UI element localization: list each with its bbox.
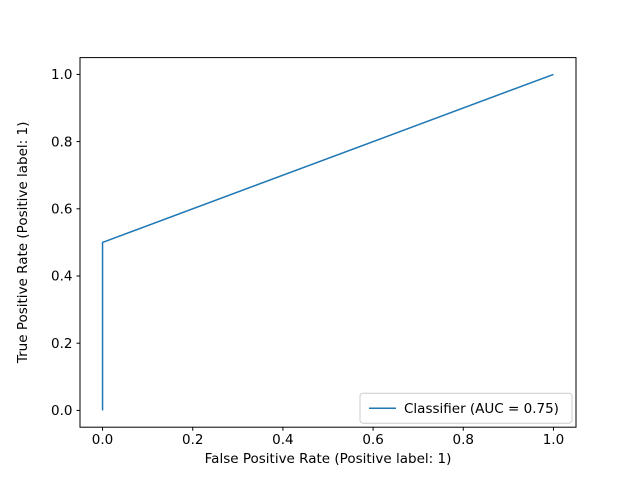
y-axis-tick-label: 0.8 xyxy=(51,134,72,150)
x-axis-tick-label: 0.6 xyxy=(362,432,383,448)
y-axis-label: True Positive Rate (Positive label: 1) xyxy=(15,122,31,365)
y-axis-tick-label: 0.2 xyxy=(51,336,72,352)
plot-border xyxy=(79,57,577,428)
x-axis-tick-label: 0.8 xyxy=(453,432,474,448)
x-axis-tick-label: 0.4 xyxy=(272,432,293,448)
legend-box xyxy=(359,392,573,424)
y-axis-tick-label: 0.4 xyxy=(51,269,72,285)
legend-label: Classifier (AUC = 0.75) xyxy=(404,401,559,417)
x-axis-tick-label: 0.0 xyxy=(92,432,113,448)
y-axis-tick-label: 0.0 xyxy=(51,403,72,419)
y-axis-tick-label: 1.0 xyxy=(51,67,72,83)
x-axis-label: False Positive Rate (Positive label: 1) xyxy=(205,451,452,467)
y-axis-tick-label: 0.6 xyxy=(51,202,72,218)
roc-line xyxy=(101,73,554,411)
x-axis-tick-label: 0.2 xyxy=(182,432,203,448)
x-axis-tick-label: 1.0 xyxy=(543,432,564,448)
